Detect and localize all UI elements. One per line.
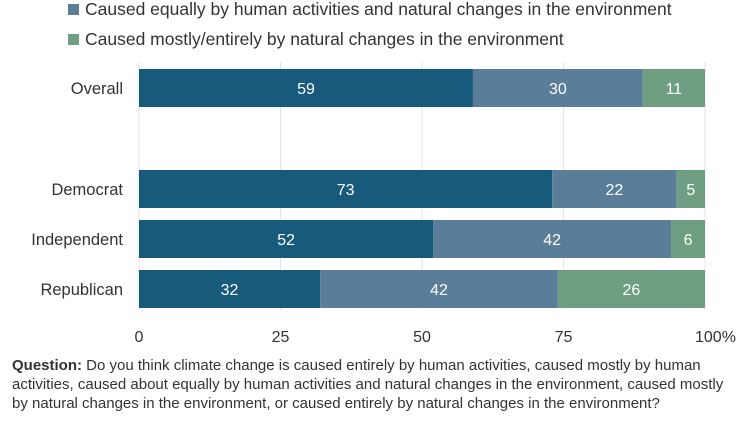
bar-segment [139,270,321,308]
x-tick-label: 0 [135,329,144,346]
legend-item-equally: Caused equally by human activities and n… [68,0,672,20]
data-label: 32 [221,282,239,299]
data-label: 6 [684,232,693,249]
legend-swatch-natural [68,33,79,45]
data-label: 73 [337,182,355,199]
bar-segment [557,270,705,308]
bar-segment [552,170,677,208]
legend-label-equally: Caused equally by human activities and n… [85,0,672,19]
stacked-bar-chart: 59 30 11 73 22 5 52 42 6 32 42 26 Overall Democrat In… [31,62,736,346]
bar-segment [642,69,705,107]
x-tick-label: 50 [413,329,431,346]
bar-segment [139,220,434,258]
bars: 59 30 11 73 22 5 52 42 6 32 42 26 [139,69,705,308]
question-label: Question: [12,357,82,374]
data-label: 42 [543,232,561,249]
category-label: Republican [40,281,123,299]
bar-segment [433,220,672,258]
bar-segment [139,170,553,208]
data-label: 30 [549,81,567,98]
data-label: 42 [430,282,448,299]
legend-item-natural: Caused mostly/entirely by natural change… [68,28,564,50]
data-label: 11 [666,81,683,98]
category-label: Independent [31,231,123,249]
x-tick-label: 25 [272,329,290,346]
data-label: 26 [623,282,641,299]
bar-segment [320,270,558,308]
bar-segment [671,220,705,258]
x-tick-label: 75 [555,329,573,346]
bar-segment [676,170,705,208]
bar-segment [472,69,643,107]
x-axis-ticks: 0 25 50 75 100% [135,329,736,346]
data-label: 59 [297,81,315,98]
legend-swatch-equally [68,3,79,15]
category-label: Democrat [51,181,123,199]
category-label: Overall [71,80,123,98]
category-labels: Overall Democrat Independent Republican [31,80,123,299]
data-label: 52 [277,232,295,249]
question-note: Question: Do you think climate change is… [12,356,734,413]
x-tick-label: 100% [695,329,736,346]
data-label: 22 [606,182,624,199]
data-label: 5 [686,182,695,199]
question-text: Do you think climate change is caused en… [12,357,724,412]
legend-label-natural: Caused mostly/entirely by natural change… [85,28,564,49]
bar-segment [139,69,473,107]
